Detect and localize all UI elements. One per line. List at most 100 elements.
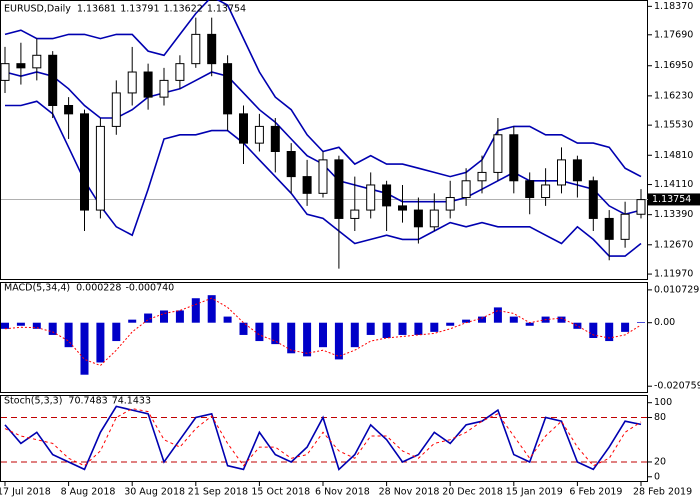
readout-value: 1.13791 (120, 4, 159, 15)
y-tick-label: 100 (654, 397, 672, 408)
stoch-panel (0, 395, 648, 482)
macd-bar (509, 316, 518, 323)
candle-body (159, 79, 169, 98)
macd-bar (16, 322, 25, 326)
candle-body (286, 151, 296, 178)
y-tick-label: 20 (654, 456, 666, 467)
macd-bar (64, 322, 73, 348)
readout-value: -0.000740 (125, 283, 174, 294)
candle-body (127, 71, 137, 94)
candle-body (541, 184, 551, 199)
macd-bar (271, 322, 280, 345)
readout-value: 0.000228 (76, 283, 121, 294)
candle-body (493, 134, 503, 173)
macd-bar (557, 316, 566, 323)
price-panel (0, 0, 648, 280)
band-line (4, 0, 642, 178)
y-tick-label: 1.11970 (654, 269, 693, 280)
candle-body (318, 159, 328, 194)
macd-bar (430, 322, 439, 332)
y-tick-label: 1.14110 (654, 179, 693, 190)
macd-bar (350, 322, 359, 348)
y-tick-label: 1.15530 (654, 120, 693, 131)
macd-bar (112, 322, 121, 342)
x-tick-label: 17 Jul 2018 (0, 487, 51, 498)
candle-body (509, 134, 519, 182)
candle-body (429, 209, 439, 228)
macd-bar (382, 322, 391, 338)
readout-value: 70.7483 (68, 396, 107, 407)
macd-bar (239, 322, 248, 335)
macd-bar (96, 322, 105, 363)
candle-body (366, 184, 376, 211)
candle-body (0, 63, 10, 81)
candle-body (620, 213, 630, 240)
x-tick-label: 15 Jan 2019 (506, 487, 563, 498)
macd-bar (334, 322, 343, 360)
panel-title: MACD(5,34,4) (4, 283, 70, 294)
y-tick-label: 0.00 (654, 317, 675, 328)
macd-bar (446, 322, 455, 326)
macd-bar (1, 322, 9, 329)
candle-body (16, 63, 26, 69)
y-tick-label: 0.010729 (654, 284, 699, 295)
candle-body (413, 209, 423, 228)
candle-body (95, 125, 105, 211)
macd-bar (637, 322, 645, 323)
macd-bar (191, 298, 200, 323)
candle-body (80, 113, 89, 211)
candle-body (302, 176, 312, 194)
macd-bar (160, 310, 168, 323)
x-tick-label: 21 Sep 2018 (188, 487, 248, 498)
y-tick-label: 1.17690 (654, 29, 693, 40)
candle-body (239, 113, 248, 144)
panel-title: EURUSD,Daily (4, 4, 71, 15)
band-line (5, 100, 642, 257)
macd-bar (493, 307, 502, 323)
candle-body (64, 104, 74, 115)
macd-bar (605, 322, 614, 342)
x-tick-label: 15 Oct 2018 (251, 487, 310, 498)
candle-body (382, 184, 392, 207)
panel-title: Stoch(5,3,3) (4, 396, 62, 407)
candle-body (461, 180, 471, 199)
x-tick-label: 8 Aug 2018 (61, 487, 116, 498)
candle-body (207, 33, 217, 65)
y-tick-label: -0.020759 (654, 381, 700, 392)
macd-bar (255, 322, 264, 342)
candle-body (111, 92, 121, 127)
x-tick-label: 30 Aug 2018 (124, 487, 185, 498)
macd-bar (48, 322, 57, 335)
macd-bar (414, 322, 423, 335)
candle-body (270, 125, 280, 153)
readout-value: 1.13754 (207, 4, 246, 15)
macd-bar (287, 322, 296, 354)
macd-bar (525, 322, 534, 326)
y-tick-label: 1.16230 (654, 90, 693, 101)
candle-body (477, 171, 487, 182)
x-tick-label: 28 Feb 2019 (633, 487, 692, 498)
candle-body (588, 180, 598, 219)
y-tick-label: 1.13390 (654, 209, 693, 220)
macd-bar (462, 319, 471, 323)
readout-value: 1.13622 (164, 4, 203, 15)
candle-body (175, 63, 185, 81)
price-tag-label: 1.13754 (652, 194, 691, 205)
y-tick-label: 1.18370 (654, 1, 693, 12)
candle-body (254, 125, 264, 144)
macd-bar (621, 322, 630, 332)
candle-body (32, 54, 42, 69)
macd-bar (319, 322, 327, 348)
macd-bar (478, 316, 486, 323)
readout-value: 1.13681 (77, 4, 116, 15)
macd-bar (573, 322, 582, 329)
candle-body (334, 159, 344, 219)
candle-body (48, 54, 58, 106)
x-tick-label: 28 Nov 2018 (379, 487, 440, 498)
macd-bar (366, 322, 375, 335)
macd-bar (398, 322, 407, 335)
candle-body (572, 159, 582, 182)
x-tick-label: 6 Nov 2018 (315, 487, 370, 498)
macd-bar (303, 322, 312, 357)
